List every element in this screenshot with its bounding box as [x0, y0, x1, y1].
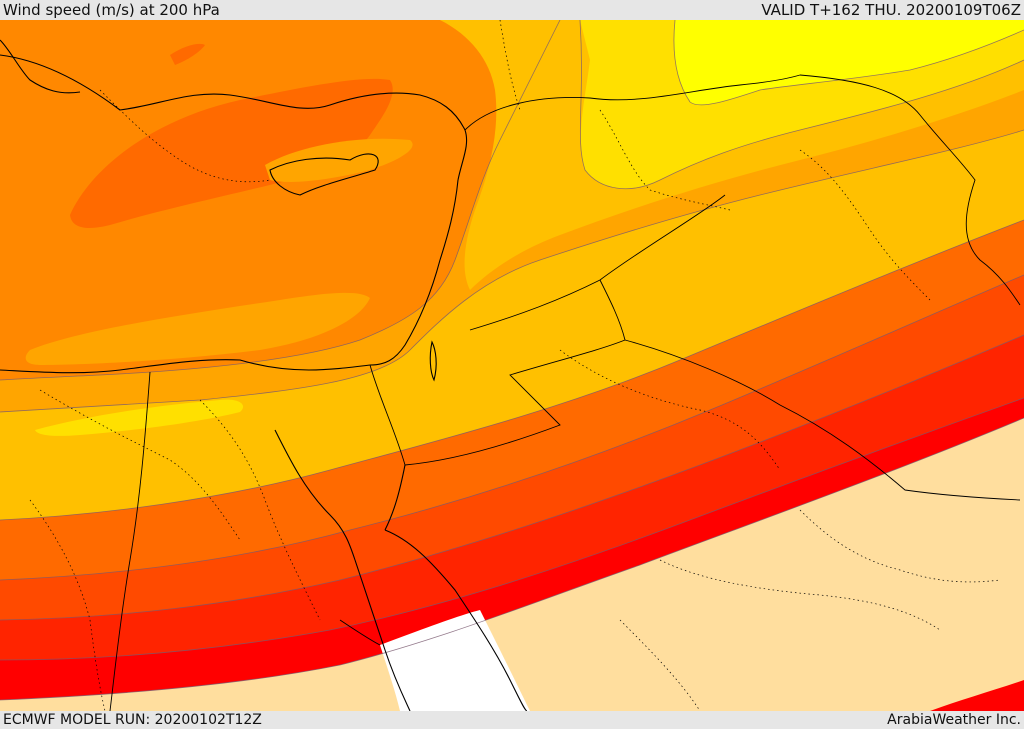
province-boundary — [559, 349, 781, 471]
province-boundary — [39, 389, 241, 541]
turkey-syria-border — [464, 74, 801, 131]
internal-boundaries — [29, 20, 1001, 711]
province-boundary — [799, 149, 931, 301]
model-run-label: ECMWF MODEL RUN: 20200102T12Z — [3, 712, 262, 728]
egypt-israel-border — [369, 364, 406, 466]
wind-band-bright-yellow — [673, 20, 1024, 105]
aegean-coast — [0, 39, 81, 94]
contour-line — [0, 219, 1024, 521]
contour-line — [0, 334, 1024, 621]
valid-time-label: VALID T+162 THU. 20200109T06Z — [761, 1, 1021, 19]
red-sea-east — [384, 529, 528, 711]
wind-band-orange-west — [0, 20, 560, 380]
wind-band-calm-white — [380, 610, 530, 711]
wind-band-amber-slot-2 — [265, 138, 413, 182]
province-boundary — [619, 619, 701, 711]
coastlines — [0, 39, 528, 711]
contour-line — [0, 397, 1024, 661]
gulf-of-suez — [274, 429, 356, 561]
contour-line — [673, 20, 1024, 106]
wind-band-dark-orange-core-2 — [170, 43, 205, 65]
contour-line — [0, 129, 1024, 413]
libya-egypt-border — [109, 371, 151, 711]
cyprus — [269, 153, 379, 196]
footer-bar: ECMWF MODEL RUN: 20200102T12Z ArabiaWeat… — [0, 711, 1024, 729]
contour-line — [0, 417, 1024, 701]
contour-lines — [0, 20, 1024, 701]
iraq-iran-border — [799, 74, 1021, 306]
sudan-egypt-border — [339, 619, 381, 646]
wind-band-very-light — [0, 418, 1024, 711]
syria-iraq-border — [469, 194, 726, 331]
credit-label: ArabiaWeather Inc. — [887, 712, 1021, 728]
saudi-iraq-border — [624, 339, 1021, 501]
country-borders — [109, 74, 1021, 711]
dead-sea — [429, 340, 437, 382]
province-boundary — [99, 89, 271, 183]
turkey-coast — [0, 54, 468, 181]
province-boundary — [29, 499, 106, 711]
header-bar: Wind speed (m/s) at 200 hPa VALID T+162 … — [0, 0, 1024, 20]
egypt-libya-coast — [0, 359, 371, 374]
province-boundary — [799, 509, 1001, 583]
gulf-of-aqaba — [384, 464, 406, 531]
wind-band-dark-orange-core — [70, 78, 393, 228]
contour-line — [0, 20, 561, 381]
wind-band-red-corner — [930, 680, 1024, 711]
province-boundary — [499, 20, 521, 111]
wind-speed-map — [0, 20, 1024, 711]
jordan-saudi-border — [404, 279, 626, 466]
province-boundary — [599, 109, 731, 211]
province-boundary — [199, 399, 321, 621]
contour-line — [579, 20, 1024, 190]
map-title: Wind speed (m/s) at 200 hPa — [3, 1, 220, 19]
wind-band-amber-slot-1 — [25, 292, 371, 365]
red-sea-west — [354, 559, 411, 711]
levant-coast — [369, 179, 459, 366]
wind-band-gold-slot — [35, 399, 244, 436]
contour-line — [0, 274, 1024, 581]
